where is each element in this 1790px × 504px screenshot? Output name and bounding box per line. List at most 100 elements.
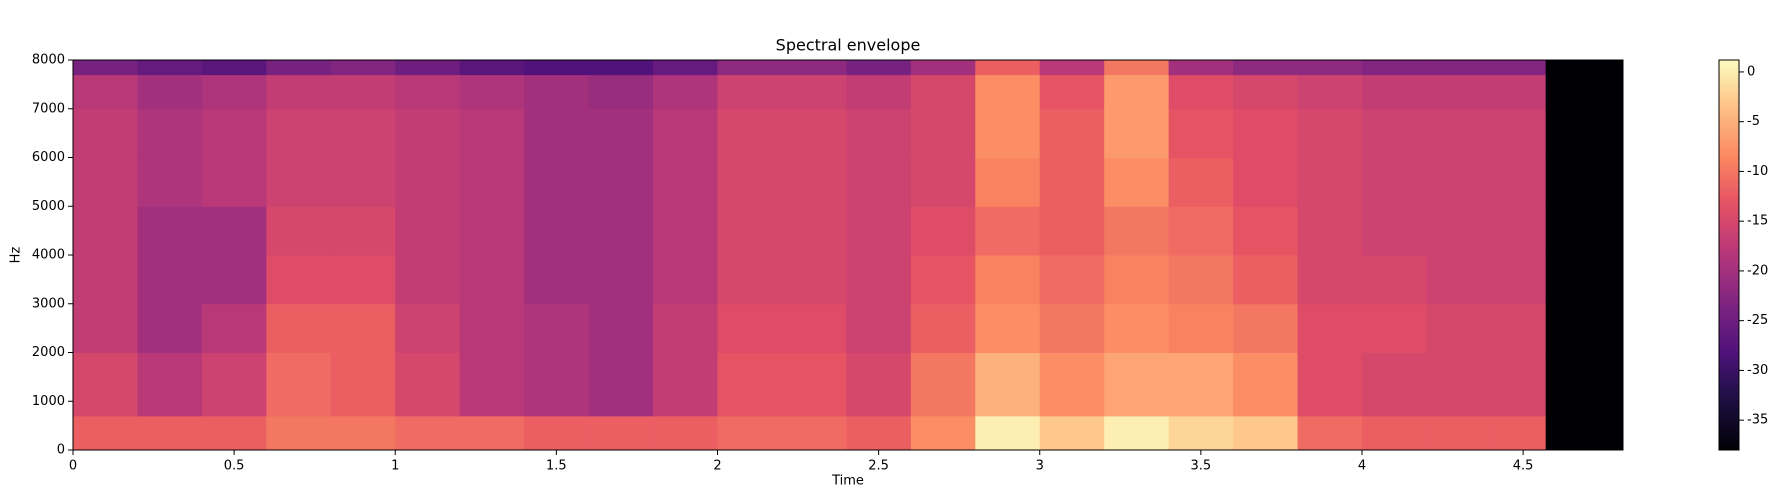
x-tick-label: 4 (1358, 459, 1366, 474)
heatmap-cell (588, 206, 654, 256)
heatmap-cell (846, 303, 912, 353)
colorbar-tick-label: 0 (1747, 64, 1755, 79)
heatmap-cell (1168, 60, 1234, 76)
heatmap-cell (137, 255, 203, 305)
heatmap-cell (201, 415, 267, 451)
heatmap-cell (910, 74, 976, 110)
heatmap-cell (330, 206, 396, 256)
heatmap-cell (1297, 415, 1363, 451)
heatmap-cell (1104, 415, 1170, 451)
heatmap-cell (137, 74, 203, 110)
heatmap-cell (395, 108, 461, 158)
y-tick-label: 8000 (32, 53, 65, 68)
heatmap-cell (1545, 108, 1624, 158)
heatmap-cell (1545, 157, 1624, 207)
colorbar-tick-label: -15 (1747, 214, 1768, 229)
colorbar-tick-label: -20 (1747, 263, 1768, 278)
x-tick-label: 3 (1036, 459, 1044, 474)
heatmap-cell (201, 74, 267, 110)
heatmap-cell (1426, 255, 1492, 305)
heatmap-cell (717, 108, 783, 158)
heatmap-cell (524, 255, 590, 305)
heatmap-cell (1233, 74, 1299, 110)
heatmap-cell (1039, 415, 1105, 451)
heatmap-cell (717, 206, 783, 256)
heatmap-cell (459, 255, 525, 305)
heatmap-cell (717, 415, 783, 451)
heatmap-cell (1039, 255, 1105, 305)
heatmap-cell (910, 303, 976, 353)
heatmap-cell (1297, 60, 1363, 76)
heatmap-cell (846, 415, 912, 451)
heatmap-cell (781, 352, 847, 417)
heatmap-cell (1168, 303, 1234, 353)
heatmap-cell (975, 255, 1041, 305)
x-tick-label: 0.5 (224, 459, 245, 474)
heatmap-cell (1233, 415, 1299, 451)
heatmap-cell (653, 74, 718, 110)
heatmap-cell (1490, 303, 1547, 353)
heatmap-cell (137, 352, 203, 417)
heatmap-cell (1490, 74, 1547, 110)
heatmap-cell (975, 60, 1041, 76)
heatmap-cell (1426, 303, 1492, 353)
colorbar-tick-label: -35 (1747, 413, 1768, 428)
heatmap-cell (1168, 415, 1234, 451)
heatmap-cell (1039, 352, 1105, 417)
heatmap-cell (781, 60, 847, 76)
heatmap-cell (1104, 60, 1170, 76)
heatmap-cell (1039, 303, 1105, 353)
heatmap-cell (1545, 352, 1624, 417)
heatmap-cell (975, 206, 1041, 256)
heatmap-cell (1039, 60, 1105, 76)
heatmap-cell (201, 60, 267, 76)
heatmap-cell (910, 108, 976, 158)
heatmap-cell (846, 206, 912, 256)
heatmap-cell (975, 415, 1041, 451)
heatmap-cell (588, 255, 654, 305)
heatmap-cell (330, 60, 396, 76)
heatmap-cell (201, 352, 267, 417)
heatmap-cell (846, 157, 912, 207)
heatmap-cell (1361, 60, 1427, 76)
heatmap-cell (459, 60, 525, 76)
heatmap-cell (73, 60, 138, 76)
heatmap-cell (266, 303, 332, 353)
x-tick-label: 2 (713, 459, 721, 474)
heatmap-cell (395, 157, 461, 207)
heatmap-cell (1168, 352, 1234, 417)
heatmap-cell (975, 74, 1041, 110)
heatmap-cell (1361, 157, 1427, 207)
heatmap-cell (653, 415, 718, 451)
heatmap-cell (653, 303, 718, 353)
heatmap-cell (1426, 74, 1492, 110)
heatmap-cell (1168, 157, 1234, 207)
heatmap-cell (846, 60, 912, 76)
heatmap-cell (330, 303, 396, 353)
heatmap-cell (330, 157, 396, 207)
heatmap-cell (588, 352, 654, 417)
heatmap-cell (1104, 352, 1170, 417)
heatmap-cell (588, 415, 654, 451)
heatmap-cell (1233, 108, 1299, 158)
heatmap-cell (846, 108, 912, 158)
heatmap-cell (137, 415, 203, 451)
heatmap-cell (910, 60, 976, 76)
heatmap-cell (910, 206, 976, 256)
heatmap-cell (137, 108, 203, 158)
heatmap-cell (1361, 352, 1427, 417)
heatmap-cell (588, 60, 654, 76)
heatmap-cell (1490, 60, 1547, 76)
heatmap-cell (330, 415, 396, 451)
heatmap-cell (1361, 255, 1427, 305)
y-tick-label: 1000 (32, 394, 65, 409)
x-tick-label: 0 (69, 459, 77, 474)
heatmap-cell (395, 352, 461, 417)
y-tick-label: 5000 (32, 199, 65, 214)
heatmap-cell (1361, 303, 1427, 353)
heatmap-cell (1039, 108, 1105, 158)
chart-title: Spectral envelope (776, 36, 921, 55)
heatmap-cell (588, 303, 654, 353)
colorbar-tick-label: -30 (1747, 363, 1768, 378)
heatmap-cell (395, 206, 461, 256)
